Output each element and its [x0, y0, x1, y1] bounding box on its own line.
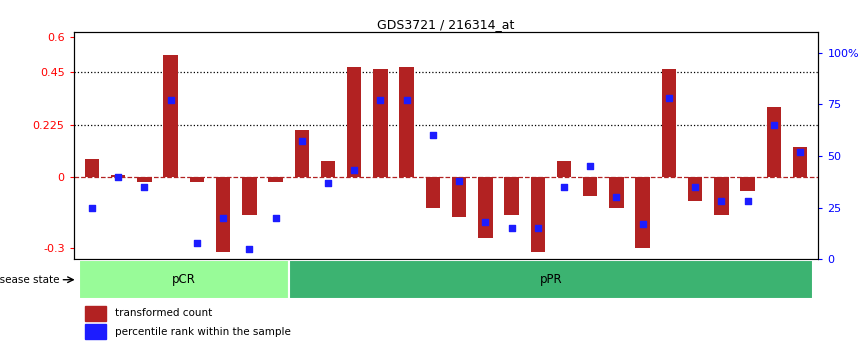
Point	[610, 194, 624, 200]
Point	[216, 215, 230, 221]
Bar	[426, 177, 440, 208]
Text: percentile rank within the sample: percentile rank within the sample	[114, 327, 290, 337]
Bar	[583, 177, 598, 196]
Bar	[242, 177, 256, 215]
Point	[400, 97, 414, 103]
Point	[347, 168, 361, 173]
Bar	[347, 67, 361, 177]
Point	[85, 205, 99, 211]
Bar	[662, 69, 676, 177]
Bar	[85, 159, 100, 177]
Bar	[79, 260, 288, 299]
Bar	[111, 175, 126, 177]
Text: transformed count: transformed count	[114, 308, 212, 319]
Bar	[288, 260, 813, 299]
Point	[164, 97, 178, 103]
Bar	[268, 177, 282, 182]
Bar	[504, 177, 519, 215]
Point	[767, 122, 781, 128]
Bar	[452, 177, 466, 217]
Point	[242, 246, 256, 252]
Title: GDS3721 / 216314_at: GDS3721 / 216314_at	[378, 18, 514, 31]
Point	[714, 199, 728, 204]
Text: pCR: pCR	[171, 273, 196, 286]
Point	[740, 199, 754, 204]
Point	[636, 221, 650, 227]
Point	[662, 95, 675, 101]
Text: pPR: pPR	[540, 273, 562, 286]
Point	[505, 225, 519, 231]
Bar	[610, 177, 624, 208]
Bar	[478, 177, 493, 238]
Point	[793, 149, 807, 155]
Bar	[294, 130, 309, 177]
Bar	[85, 324, 106, 339]
Bar	[714, 177, 728, 215]
Point	[321, 180, 335, 186]
Point	[373, 97, 387, 103]
Point	[426, 132, 440, 138]
Bar	[137, 177, 152, 182]
Bar	[557, 161, 572, 177]
Point	[557, 184, 571, 190]
Text: disease state: disease state	[0, 275, 59, 285]
Bar	[216, 177, 230, 252]
Point	[138, 184, 152, 190]
Point	[294, 139, 308, 144]
Point	[268, 215, 282, 221]
Point	[190, 240, 204, 246]
Bar	[740, 177, 755, 192]
Point	[584, 164, 598, 169]
Point	[688, 184, 702, 190]
Point	[478, 219, 492, 225]
Bar	[792, 147, 807, 177]
Bar	[531, 177, 545, 252]
Bar	[190, 177, 204, 182]
Bar	[399, 67, 414, 177]
Bar	[320, 161, 335, 177]
Point	[452, 178, 466, 184]
Bar	[164, 55, 178, 177]
Bar	[636, 177, 650, 248]
Point	[111, 174, 125, 179]
Bar	[766, 107, 781, 177]
Bar	[85, 306, 106, 321]
Point	[531, 225, 545, 231]
Bar	[688, 177, 702, 201]
Bar	[373, 69, 388, 177]
